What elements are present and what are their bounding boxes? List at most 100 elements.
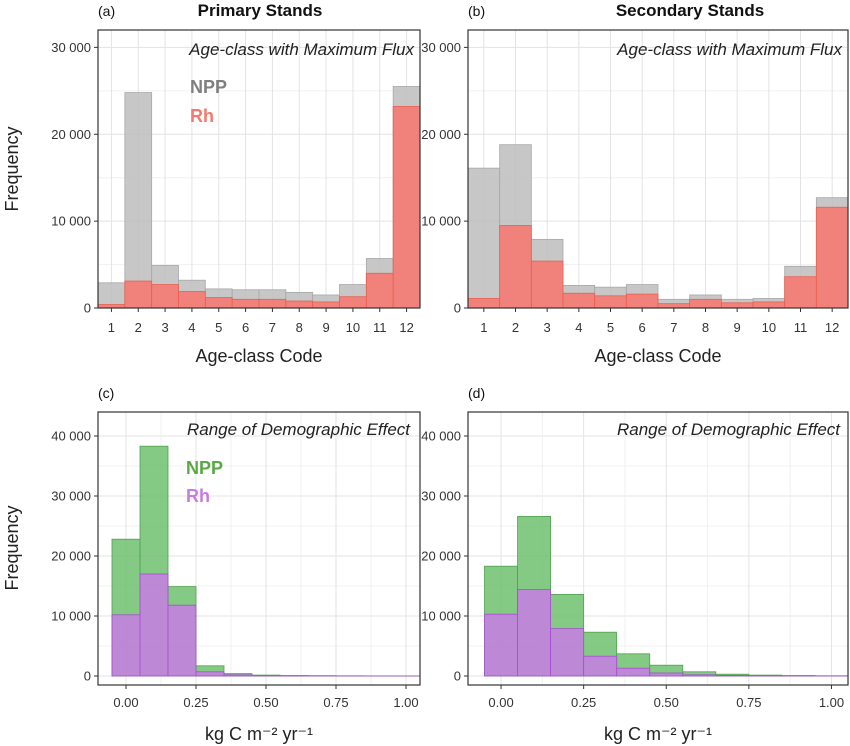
- bar-rh: [530, 260, 564, 309]
- panel-label: (d): [468, 385, 485, 401]
- panel-label: (c): [98, 385, 114, 401]
- x-tick-label: 0.25: [183, 695, 208, 710]
- bar-rh: [178, 291, 206, 309]
- x-tick-label: 8: [702, 320, 709, 335]
- bar-rh: [720, 302, 754, 309]
- legend-npp: NPP: [190, 77, 227, 97]
- x-tick-label: 10: [346, 320, 360, 335]
- y-tick-label: 30 000: [51, 40, 91, 55]
- bar-rh: [499, 225, 532, 309]
- x-tick-label: 2: [135, 320, 142, 335]
- x-tick-label: 1.00: [819, 695, 844, 710]
- bar-rh: [339, 296, 367, 309]
- x-tick-label: 4: [575, 320, 582, 335]
- bar-rh: [167, 604, 197, 677]
- y-tick-label: 10 000: [421, 214, 461, 229]
- y-tick-label: 10 000: [51, 214, 91, 229]
- x-axis-title: Age-class Code: [195, 346, 322, 366]
- x-tick-label: 3: [544, 320, 551, 335]
- x-tick-label: 6: [242, 320, 249, 335]
- bar-rh: [484, 613, 518, 677]
- y-tick-label: 20 000: [421, 549, 461, 564]
- bar-rh: [204, 297, 233, 309]
- bar-rh: [815, 206, 849, 309]
- x-tick-label: 9: [322, 320, 329, 335]
- panel-annotation: Age-class with Maximum Flux: [188, 40, 414, 59]
- bar-rh: [517, 589, 552, 677]
- bar-rh: [715, 675, 750, 677]
- y-tick-label: 30 000: [421, 40, 461, 55]
- y-tick-label: 10 000: [51, 609, 91, 624]
- bar-rh: [752, 301, 786, 309]
- x-tick-label: 0.75: [323, 695, 348, 710]
- x-tick-label: 0.00: [488, 695, 513, 710]
- x-tick-label: 11: [373, 320, 387, 335]
- panel-border: [97, 411, 421, 686]
- bar-rh: [594, 295, 627, 309]
- x-tick-label: 10: [762, 320, 776, 335]
- x-tick-label: 1: [480, 320, 487, 335]
- y-tick-label: 20 000: [51, 127, 91, 142]
- y-tick-label: 40 000: [421, 429, 461, 444]
- x-tick-label: 0.75: [736, 695, 761, 710]
- y-axis-title: Frequency: [2, 126, 22, 211]
- bar-rh: [139, 573, 169, 677]
- panel-b: (b) Secondary Stands 0 10 000 20 000 30 000…: [421, 1, 849, 366]
- x-tick-label: 0.25: [571, 695, 596, 710]
- y-tick-label: 40 000: [51, 429, 91, 444]
- x-tick-label: 1: [108, 320, 115, 335]
- x-tick-label: 6: [639, 320, 646, 335]
- x-axis-title: kg C m⁻² yr⁻¹: [604, 724, 712, 744]
- panel-border: [97, 29, 421, 309]
- bar-npp: [124, 92, 153, 309]
- y-tick-label: 0: [454, 301, 461, 316]
- bar-rh: [616, 667, 651, 677]
- bar-rh: [365, 272, 394, 309]
- y-tick-label: 0: [84, 301, 91, 316]
- x-tick-label: 5: [215, 320, 222, 335]
- bar-rh: [285, 300, 314, 309]
- bar-rh: [467, 298, 501, 309]
- panel-annotation: Range of Demographic Effect: [187, 420, 411, 439]
- x-axis-title: Age-class Code: [594, 346, 721, 366]
- y-tick-label: 0: [84, 669, 91, 684]
- y-tick-label: 20 000: [421, 127, 461, 142]
- panel-title: Primary Stands: [198, 1, 323, 20]
- bar-rh: [231, 298, 260, 309]
- panel-label: (a): [98, 3, 115, 19]
- bar-rh: [625, 293, 659, 309]
- y-tick-label: 30 000: [421, 489, 461, 504]
- bar-rh: [682, 674, 717, 677]
- bar-rh: [223, 674, 253, 677]
- x-tick-label: 12: [399, 320, 413, 335]
- x-tick-label: 4: [188, 320, 195, 335]
- x-tick-label: 3: [161, 320, 168, 335]
- x-tick-label: 0.50: [253, 695, 278, 710]
- x-tick-label: 1.00: [393, 695, 418, 710]
- x-tick-label: 0.00: [113, 695, 138, 710]
- bar-rh: [124, 280, 153, 309]
- bar-rh: [583, 655, 618, 677]
- x-tick-label: 7: [670, 320, 677, 335]
- bar-rh: [392, 106, 421, 309]
- y-tick-label: 20 000: [51, 549, 91, 564]
- panel-c: (c) 0 10 000 20 000 30 000 40 000 0.00 0.25 0.5…: [2, 385, 421, 744]
- bar-npp: [467, 167, 501, 309]
- bar-rh: [195, 671, 225, 677]
- bar-rh: [151, 284, 179, 309]
- y-tick-label: 10 000: [421, 609, 461, 624]
- panel-annotation: Age-class with Maximum Flux: [616, 40, 842, 59]
- bar-rh: [258, 298, 287, 309]
- y-tick-label: 30 000: [51, 489, 91, 504]
- x-tick-label: 11: [794, 320, 808, 335]
- x-tick-label: 8: [296, 320, 303, 335]
- x-tick-label: 7: [269, 320, 276, 335]
- panel-label: (b): [468, 3, 485, 19]
- bar-rh: [111, 614, 141, 677]
- panel-annotation: Range of Demographic Effect: [617, 420, 841, 439]
- legend-npp: NPP: [186, 458, 223, 478]
- x-tick-label: 2: [512, 320, 519, 335]
- x-axis-title: kg C m⁻² yr⁻¹: [205, 724, 313, 744]
